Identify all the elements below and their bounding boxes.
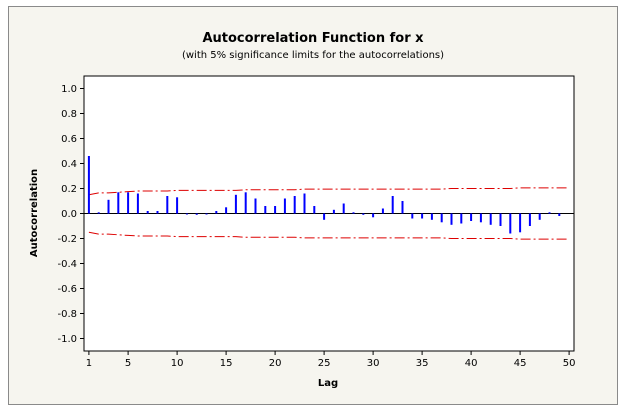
- acf-bar-lag-26: [332, 209, 335, 214]
- x-tick-label: 1: [86, 358, 92, 369]
- acf-bar-lag-39: [460, 213, 463, 224]
- acf-bar-lag-32: [391, 196, 394, 214]
- acf-bar-lag-14: [215, 211, 218, 214]
- acf-bar-lag-5: [127, 192, 130, 214]
- acf-bar-lag-37: [440, 213, 443, 223]
- x-tick-label: 35: [416, 358, 429, 369]
- y-tick-label: 0.6: [61, 134, 77, 145]
- x-tick-label: 15: [220, 358, 233, 369]
- y-axis-label: Autocorrelation: [29, 169, 40, 257]
- acf-bar-lag-38: [450, 213, 453, 225]
- x-tick-label: 10: [171, 358, 184, 369]
- acf-bar-lag-27: [342, 203, 345, 214]
- x-tick-label: 20: [269, 358, 282, 369]
- acf-bar-lag-40: [470, 213, 473, 221]
- acf-bar-lag-16: [234, 194, 237, 214]
- chart-title: Autocorrelation Function for x: [202, 31, 424, 46]
- y-tick-label: -0.6: [57, 284, 77, 295]
- acf-bar-lag-11: [185, 213, 188, 215]
- acf-bar-lag-43: [499, 213, 502, 226]
- acf-bar-lag-21: [283, 198, 286, 214]
- acf-bar-lag-18: [254, 198, 257, 214]
- acf-bar-lag-44: [509, 213, 512, 234]
- y-tick-label: 1.0: [61, 84, 77, 95]
- acf-bar-lag-45: [519, 213, 522, 233]
- acf-bar-lag-6: [136, 193, 139, 214]
- y-tick-label: -0.8: [57, 309, 77, 320]
- acf-bar-lag-48: [548, 212, 551, 214]
- y-tick-label: 0.8: [61, 109, 77, 120]
- acf-bar-lag-46: [528, 213, 531, 226]
- x-axis-label: Lag: [318, 378, 338, 389]
- acf-bar-lag-31: [381, 208, 384, 214]
- x-tick-label: 5: [125, 358, 131, 369]
- acf-bar-lag-36: [430, 213, 433, 220]
- y-tick-label: -0.2: [57, 234, 77, 245]
- acf-bar-lag-24: [313, 206, 316, 214]
- acf-bar-lag-4: [117, 192, 120, 214]
- acf-bar-lag-15: [225, 207, 228, 214]
- x-tick-label: 30: [367, 358, 380, 369]
- acf-bar-lag-47: [538, 213, 541, 220]
- x-tick-label: 25: [318, 358, 331, 369]
- y-tick-label: -1.0: [57, 334, 77, 345]
- acf-bar-lag-28: [352, 212, 355, 214]
- acf-bar-lag-49: [558, 213, 561, 216]
- acf-bar-lag-1: [87, 156, 90, 214]
- acf-bar-lag-22: [293, 196, 296, 214]
- y-tick-label: 0.0: [61, 209, 77, 220]
- x-tick-label: 40: [465, 358, 478, 369]
- acf-bar-lag-12: [195, 213, 198, 215]
- acf-bar-lag-2: [97, 212, 100, 214]
- acf-bar-lag-9: [166, 196, 169, 214]
- y-tick-label: -0.4: [57, 259, 77, 270]
- acf-bar-lag-41: [479, 213, 482, 223]
- acf-bar-lag-35: [421, 213, 424, 219]
- acf-bar-lag-10: [176, 197, 179, 214]
- acf-bar-lag-25: [323, 213, 326, 220]
- acf-bar-lag-13: [205, 213, 208, 215]
- acf-bar-lag-29: [362, 213, 365, 215]
- acf-bar-lag-17: [244, 192, 247, 214]
- x-tick-label: 50: [563, 358, 576, 369]
- lower-significance-limit: [88, 231, 570, 240]
- acf-bar-lag-33: [401, 201, 404, 214]
- acf-bar-lag-19: [264, 206, 267, 214]
- x-tick-label: 45: [514, 358, 527, 369]
- acf-bar-lag-34: [411, 213, 414, 219]
- acf-bar-lag-3: [107, 199, 110, 214]
- acf-bar-lag-42: [489, 213, 492, 225]
- y-tick-label: 0.2: [61, 184, 77, 195]
- upper-significance-limit: [88, 187, 570, 196]
- acf-bar-lag-23: [303, 193, 306, 214]
- acf-bar-lag-20: [274, 206, 277, 214]
- acf-bar-lag-8: [156, 211, 159, 214]
- acf-bar-lag-7: [146, 211, 149, 214]
- acf-bar-lag-30: [372, 213, 375, 218]
- chart-subtitle: (with 5% significance limits for the aut…: [182, 50, 444, 61]
- y-tick-label: 0.4: [61, 159, 77, 170]
